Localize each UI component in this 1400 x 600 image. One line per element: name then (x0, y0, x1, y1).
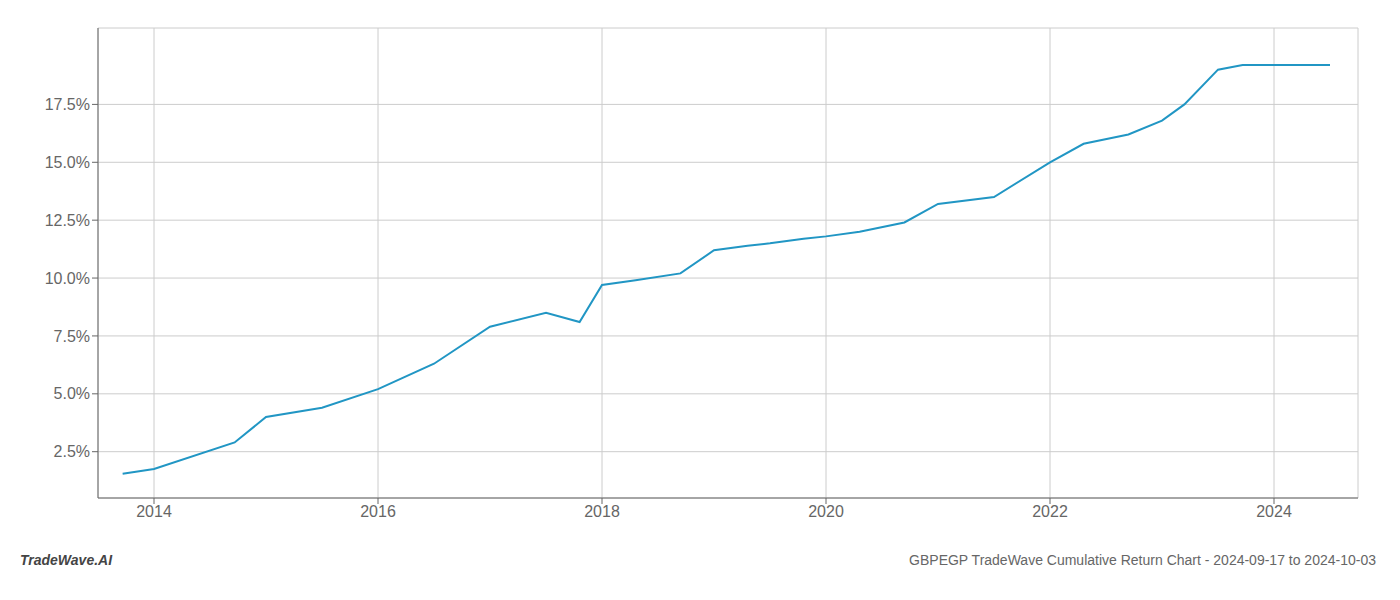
svg-text:2014: 2014 (136, 503, 172, 520)
svg-text:2020: 2020 (808, 503, 844, 520)
html-text:TradeWave.AI: TradeWave.AI (20, 552, 113, 568)
svg-text:5.0%: 5.0% (54, 385, 90, 402)
svg-text:7.5%: 7.5% (54, 328, 90, 345)
html-text:GBPEGP TradeWave Cumulative Re: GBPEGP TradeWave Cumulative Return Chart… (909, 552, 1376, 568)
svg-text:2018: 2018 (584, 503, 620, 520)
svg-text:2016: 2016 (360, 503, 396, 520)
svg-text:2022: 2022 (1032, 503, 1068, 520)
svg-text:15.0%: 15.0% (45, 154, 90, 171)
svg-text:12.5%: 12.5% (45, 212, 90, 229)
svg-text:2.5%: 2.5% (54, 443, 90, 460)
svg-text:10.0%: 10.0% (45, 270, 90, 287)
svg-text:2024: 2024 (1256, 503, 1292, 520)
svg-text:17.5%: 17.5% (45, 96, 90, 113)
